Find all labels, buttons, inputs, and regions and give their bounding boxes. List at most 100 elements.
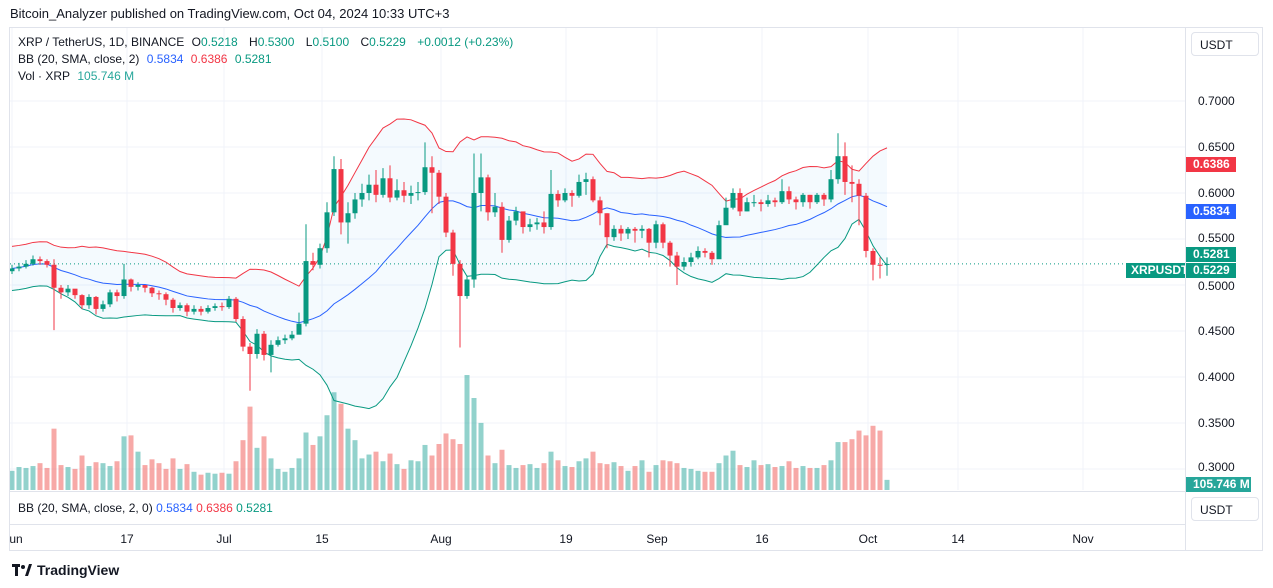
volume-bar	[163, 468, 169, 490]
candle-body	[772, 200, 778, 203]
candle-body	[807, 194, 813, 203]
volume-bar	[205, 472, 211, 490]
volume-bar	[765, 464, 771, 490]
time-tick: Nov	[1072, 532, 1094, 546]
volume-bar	[142, 465, 148, 490]
candle-body	[317, 248, 323, 265]
volume-bar	[149, 459, 155, 490]
candle-body	[415, 192, 421, 194]
close-label: C	[360, 35, 370, 49]
volume-bar	[835, 442, 841, 490]
volume-bar	[485, 455, 491, 490]
volume-bar	[177, 468, 183, 490]
volume-bar	[674, 463, 680, 490]
candle-body	[604, 213, 610, 238]
price-tick: 0.6000	[1198, 186, 1235, 200]
volume-bar	[184, 464, 190, 490]
volume-bar	[548, 451, 554, 490]
volume-bar	[716, 463, 722, 490]
candle-body	[170, 299, 176, 308]
bb-pane-title[interactable]: BB (20, SMA, close, 2, 0)	[18, 501, 153, 515]
volume-bar	[37, 463, 43, 490]
volume-bar	[611, 462, 617, 490]
candle-body	[37, 259, 43, 262]
candle-body	[282, 338, 288, 341]
volume-bar	[604, 464, 610, 490]
candle-body	[387, 178, 393, 198]
volume-bar	[667, 461, 673, 490]
tradingview-logo[interactable]: TradingView	[12, 562, 119, 578]
candle-body	[779, 191, 785, 203]
price-axis[interactable]: USDT 0.7000 0.6500 0.6000 0.5500 0.5000 …	[1185, 28, 1262, 550]
candle-body	[233, 298, 239, 320]
bb-pane-unit-button[interactable]: USDT	[1191, 497, 1259, 521]
candle-body	[331, 169, 337, 213]
volume-bar	[464, 375, 470, 490]
time-axis[interactable]: un 17 Jul 15 Aug 19 Sep 16 Oct 14 Nov	[9, 526, 1185, 550]
price-tick: 0.3500	[1198, 416, 1235, 430]
volume-bar	[870, 425, 876, 490]
candle-body	[744, 202, 750, 212]
volume-bar	[450, 439, 456, 490]
volume-bar	[86, 466, 92, 490]
volume-bar	[849, 439, 855, 490]
candle-body	[79, 295, 85, 306]
volume-bar	[352, 440, 358, 490]
price-chart[interactable]	[10, 28, 1185, 490]
candle-body	[646, 228, 652, 243]
volume-bar	[457, 444, 463, 490]
volume-title[interactable]: Vol · XRP	[18, 69, 71, 83]
candle-body	[814, 194, 820, 203]
price-tick: 0.5000	[1198, 279, 1235, 293]
candle-body	[590, 179, 596, 201]
candle-body	[660, 224, 666, 243]
candle-body	[401, 190, 407, 196]
candle-body	[569, 193, 575, 196]
bb-lower-value: 0.5281	[234, 52, 272, 66]
candle-body	[450, 232, 456, 264]
candle-body	[226, 298, 232, 308]
candle-body	[751, 202, 757, 204]
volume-bar	[170, 458, 176, 490]
volume-bar	[814, 467, 820, 490]
volume-bar	[261, 436, 267, 490]
volume-bar	[58, 465, 64, 490]
candle-body	[674, 255, 680, 267]
bb-title[interactable]: BB (20, SMA, close, 2)	[18, 52, 140, 66]
low-value: 0.5100	[312, 35, 350, 49]
candle-body	[884, 263, 890, 265]
volume-bar	[688, 468, 694, 490]
candle-body	[681, 262, 687, 267]
volume-bar	[856, 430, 862, 490]
volume-bar	[79, 455, 85, 490]
high-value: 0.5300	[257, 35, 295, 49]
symbol-title[interactable]: XRP / TetherUS, 1D, BINANCE	[18, 35, 185, 49]
volume-bar	[632, 466, 638, 490]
bb-basis-line	[11, 194, 888, 324]
currency-unit-button[interactable]: USDT	[1191, 32, 1259, 56]
volume-bar	[310, 444, 316, 490]
time-tick: un	[9, 532, 23, 546]
bb-upper-label: 0.6386	[1186, 157, 1236, 172]
volume-bar	[44, 467, 50, 490]
volume-bar	[114, 461, 120, 490]
low-label: L	[305, 35, 313, 49]
volume-bar	[429, 455, 435, 490]
volume-bar	[107, 466, 113, 490]
volume-bar	[863, 435, 869, 490]
bb-pane-upper: 0.6386	[196, 501, 233, 515]
volume-bar	[268, 458, 274, 490]
candle-body	[485, 177, 491, 213]
chart-legend: XRP / TetherUS, 1D, BINANCE O0.5218 H0.5…	[18, 34, 517, 85]
volume-bar	[737, 465, 743, 490]
candle-body	[163, 294, 169, 300]
price-tick: 0.4500	[1198, 324, 1235, 338]
candle-body	[58, 287, 64, 293]
volume-bar	[65, 467, 71, 490]
candle-body	[394, 190, 400, 198]
candle-body	[380, 178, 386, 195]
price-tick: 0.7000	[1198, 94, 1235, 108]
volume-bar	[394, 464, 400, 490]
candle-body	[583, 179, 589, 182]
volume-bar	[30, 466, 36, 490]
